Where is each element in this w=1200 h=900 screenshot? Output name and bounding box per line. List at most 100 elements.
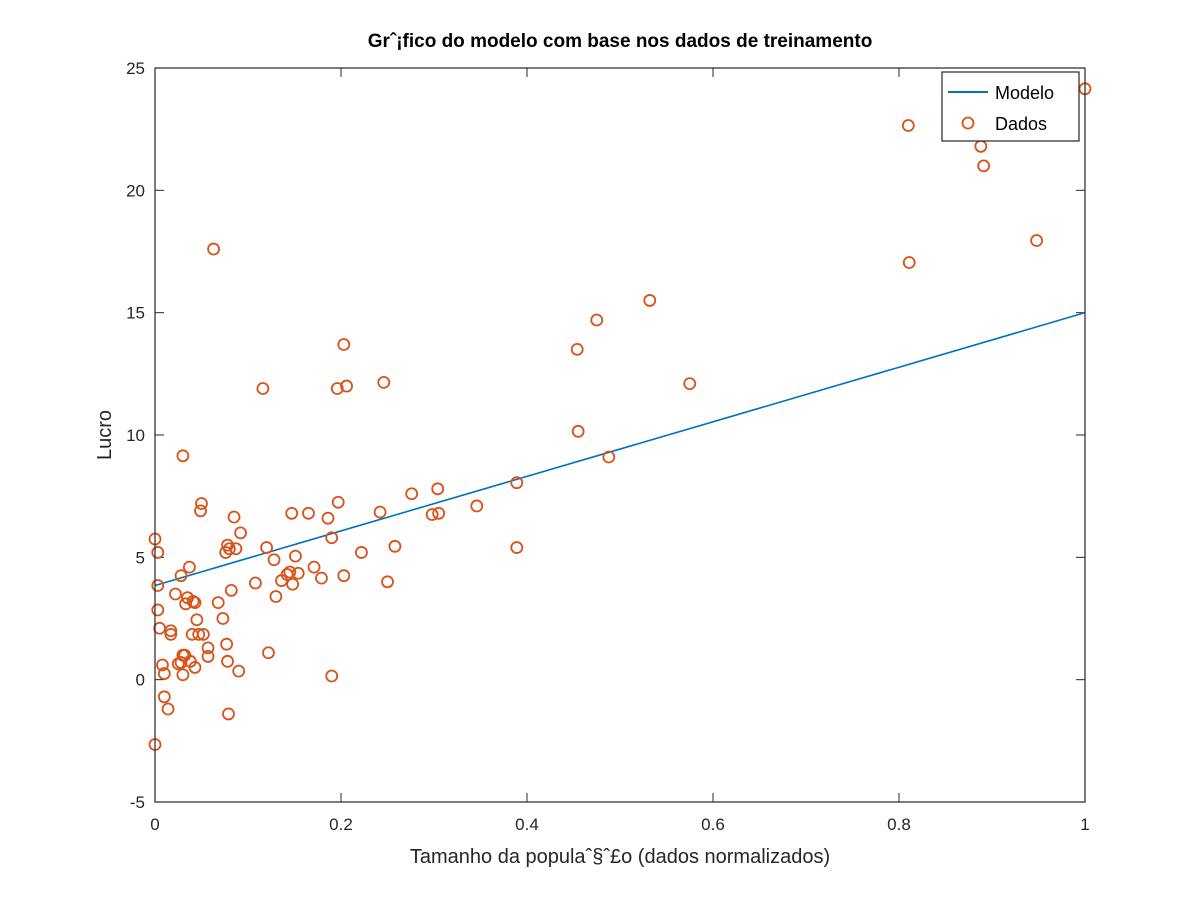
data-point — [222, 707, 235, 721]
data-point — [289, 549, 302, 563]
data-point — [157, 667, 171, 680]
data-point — [269, 590, 283, 603]
y-tick-label: 10 — [126, 426, 145, 445]
data-point — [590, 313, 604, 327]
data-point — [431, 482, 445, 496]
data-point — [331, 495, 345, 509]
data-point — [174, 569, 188, 583]
data-point — [234, 526, 247, 540]
y-tick-label: 25 — [126, 59, 145, 78]
plot-area — [155, 68, 1085, 802]
y-axis-label: Lucro — [94, 410, 116, 460]
data-point — [220, 637, 234, 651]
data-point — [262, 646, 275, 660]
x-tick-label: 0.4 — [515, 815, 539, 834]
data-point — [315, 571, 328, 585]
data-point — [321, 511, 335, 525]
data-point — [325, 669, 339, 683]
legend-box — [941, 71, 1080, 142]
data-point — [425, 508, 439, 521]
data-point — [902, 256, 916, 269]
legend-label-modelo: Modelo — [995, 83, 1054, 103]
data-point — [169, 587, 182, 601]
data-point — [683, 377, 697, 391]
x-axis-label: Tamanho da populaˆ§ˆ£o (dados normalizad… — [410, 846, 830, 868]
chart-title: Grˆ¡fico do modelo com base nos dados de… — [368, 31, 873, 52]
data-point — [227, 510, 241, 524]
data-point — [151, 603, 165, 617]
data-point — [161, 702, 175, 716]
data-point — [602, 450, 616, 464]
data-point — [179, 597, 193, 611]
plot-frame — [154, 67, 1086, 803]
data-point — [222, 542, 236, 556]
data-point — [188, 661, 202, 674]
data-point — [510, 476, 524, 490]
data-point — [267, 553, 281, 567]
data-point — [340, 379, 353, 393]
data-point — [643, 294, 657, 307]
x-tick-label: 0.8 — [887, 815, 911, 834]
data-point — [337, 338, 351, 351]
y-tick-label: -5 — [130, 793, 145, 812]
data-point — [283, 565, 297, 579]
data-point — [337, 569, 351, 583]
data-point — [571, 424, 585, 438]
x-tick-label: 0.6 — [701, 815, 725, 834]
data-point — [216, 612, 230, 625]
data-point — [377, 375, 391, 389]
data-point — [249, 576, 262, 590]
series-layer — [148, 82, 1092, 751]
data-point — [286, 577, 300, 591]
x-tick-label: 1 — [1080, 815, 1089, 834]
data-point — [355, 546, 368, 559]
data-point — [302, 506, 315, 520]
data-point — [195, 497, 208, 510]
data-point — [260, 541, 274, 554]
data-point — [291, 566, 305, 580]
data-point — [330, 382, 344, 395]
y-tick-label: 0 — [136, 671, 145, 690]
data-point — [194, 504, 207, 518]
data-point — [201, 650, 215, 663]
data-point — [196, 628, 210, 641]
data-point — [1030, 234, 1044, 247]
data-point — [381, 575, 394, 589]
data-point — [221, 654, 234, 668]
data-point — [211, 596, 225, 609]
x-tick-label: 0 — [150, 815, 159, 834]
y-tick-label: 20 — [126, 181, 145, 200]
data-point — [151, 579, 165, 592]
data-point — [570, 342, 584, 356]
data-point — [157, 690, 171, 704]
data-point — [156, 658, 169, 672]
data-point — [388, 539, 402, 553]
data-point — [192, 628, 206, 641]
data-point — [901, 119, 915, 132]
y-tick-label: 15 — [126, 304, 145, 323]
legend-marker-swatch — [961, 116, 975, 130]
legend: Modelo Dados — [941, 71, 1080, 142]
data-point — [405, 487, 419, 501]
data-point — [164, 628, 178, 641]
data-point — [164, 624, 178, 638]
data-point — [470, 499, 484, 513]
data-point — [176, 449, 190, 463]
data-point — [229, 542, 243, 556]
data-point — [188, 596, 202, 609]
data-point — [176, 668, 190, 682]
data-point — [174, 656, 188, 669]
data-point — [307, 560, 321, 574]
data-point — [183, 560, 196, 574]
data-point — [232, 664, 246, 678]
data-point — [977, 159, 991, 173]
data-point — [256, 382, 270, 395]
data-point — [207, 242, 220, 256]
data-point — [373, 505, 387, 519]
data-point — [151, 546, 165, 559]
data-point — [510, 541, 524, 554]
legend-label-dados: Dados — [995, 114, 1047, 134]
data-point — [201, 641, 215, 655]
series-line-modelo — [154, 311, 1086, 587]
